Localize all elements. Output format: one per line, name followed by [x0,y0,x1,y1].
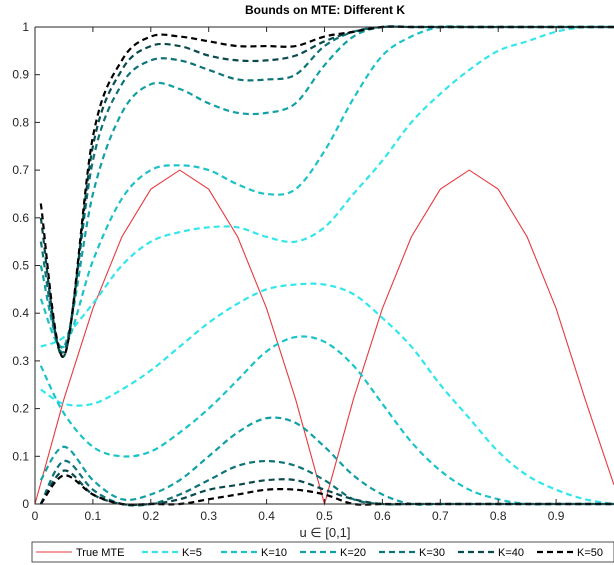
x-tick-label: 0.9 [548,509,565,523]
x-tick-label: 0.8 [490,509,507,523]
y-tick-label: 0.7 [12,163,29,177]
y-tick-label: 0.1 [12,449,29,463]
series-k-10-lower-bound [39,25,614,348]
x-tick-label: 0.5 [316,509,333,523]
x-tick-label: 0.4 [258,509,275,523]
y-tick-label: 0.6 [12,211,29,225]
x-tick-label: 0.7 [432,509,449,523]
x-tick-label: 0.6 [374,509,391,523]
y-tick-label: 0.8 [12,115,29,129]
y-tick-label: 0.2 [12,402,29,416]
plot-background [35,27,614,504]
legend-true-mte-label: True MTE [76,547,125,559]
y-ticks: 0 0.1 0.2 0.3 0.4 0.5 0.6 0.7 0.8 0.9 1 [12,20,40,511]
y-tick-label: 0.3 [12,354,29,368]
y-tick-label: 0 [22,497,29,511]
legend-k-40-label: K=40 [498,547,524,559]
legend-k-50-label: K=50 [577,547,603,559]
x-tick-label: 0.1 [85,509,102,523]
y-tick-label: 0.5 [12,259,29,273]
legend-k-5-label: K=5 [182,547,202,559]
legend-k-10-label: K=10 [261,547,287,559]
legend-k-30-label: K=30 [419,547,445,559]
series-k-5-upper-bound [40,282,614,506]
x-tick-label: 0.3 [200,509,217,523]
chart-title: Bounds on MTE: Different K [245,3,405,17]
y-tick-label: 0.4 [12,306,29,320]
x-ticks: 0 0.1 0.2 0.3 0.4 0.5 0.6 0.7 0.8 0.9 [32,27,565,523]
legend: True MTE K=5 K=10 K=20 K=30 K=40 K=50 [31,541,614,563]
legend-k-20-label: K=20 [340,547,366,559]
x-tick-label: 0.2 [142,509,159,523]
plot-area: 0 0.1 0.2 0.3 0.4 0.5 0.6 0.7 0.8 0.9 00.10.20.30… [12,20,614,523]
y-tick-label: 1 [22,20,29,34]
y-tick-label: 0.9 [12,68,29,82]
x-axis-label: u ∈ [0,1] [299,525,350,540]
x-tick-label: 0 [32,509,39,523]
